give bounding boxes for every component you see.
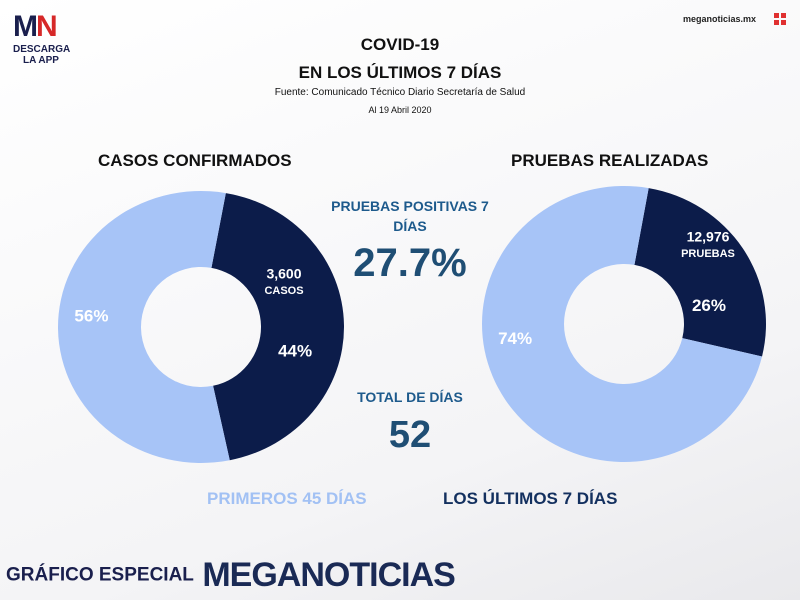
- logo-mark: MN: [13, 10, 58, 43]
- meganoticias-logo[interactable]: MN DESCARGA LA APP: [13, 10, 71, 67]
- last-7-days-percent-label: 26%: [692, 296, 726, 315]
- casos-chart-title: CASOS CONFIRMADOS: [98, 151, 292, 170]
- last-7-days-count-label: 12,976: [687, 229, 730, 245]
- donut-slice-first-45-days: [482, 186, 763, 462]
- first-45-days-percent-label: 74%: [498, 329, 532, 348]
- chart-subtitle: EN LOS ÚLTIMOS 7 DÍAS: [298, 63, 502, 82]
- legend-last-period: LOS ÚLTIMOS 7 DÍAS: [443, 489, 618, 508]
- footer-brand: MEGANOTICIAS: [202, 556, 455, 594]
- source-note: Fuente: Comunicado Técnico Diario Secret…: [274, 87, 526, 98]
- last-7-days-unit-label: CASOS: [264, 285, 303, 297]
- chart-header: COVID-19 EN LOS ÚLTIMOS 7 DÍAS Fuente: C…: [0, 34, 800, 117]
- positive-tests-label: PRUEBAS POSITIVAS 7 DÍAS: [331, 198, 489, 234]
- positive-tests-value: 27.7%: [353, 241, 467, 285]
- last-7-days-unit-label: PRUEBAS: [681, 248, 735, 260]
- legend-first-period: PRIMEROS 45 DÍAS: [207, 489, 367, 508]
- donut-slice-last-7-days: [634, 188, 766, 357]
- logo-download-text: DESCARGA LA APP: [13, 44, 71, 66]
- donut-slice-first-45-days: [57, 191, 230, 463]
- chart-title: COVID-19: [360, 35, 440, 54]
- total-days-value: 52: [388, 414, 432, 456]
- date-note: Al 19 Abril 2020: [368, 105, 432, 115]
- pruebas-chart-title: PRUEBAS REALIZADAS: [511, 151, 709, 170]
- grid-icon: [774, 13, 787, 26]
- donut-slice-last-7-days: [211, 193, 344, 461]
- last-7-days-count-label: 3,600: [266, 266, 301, 282]
- first-45-days-percent-label: 56%: [74, 307, 108, 326]
- footer-label: GRÁFICO ESPECIAL: [6, 564, 194, 586]
- pruebas-donut-chart: 26% 74% 12,976 PRUEBAS: [482, 186, 766, 462]
- casos-donut-chart: 44% 56% 3,600 CASOS: [57, 191, 344, 463]
- footer-banner: GRÁFICO ESPECIAL MEGANOTICIAS: [6, 556, 456, 595]
- total-days-label: TOTAL DE DÍAS: [357, 389, 463, 405]
- site-url: meganoticias.mx: [682, 14, 756, 24]
- last-7-days-percent-label: 44%: [278, 342, 312, 361]
